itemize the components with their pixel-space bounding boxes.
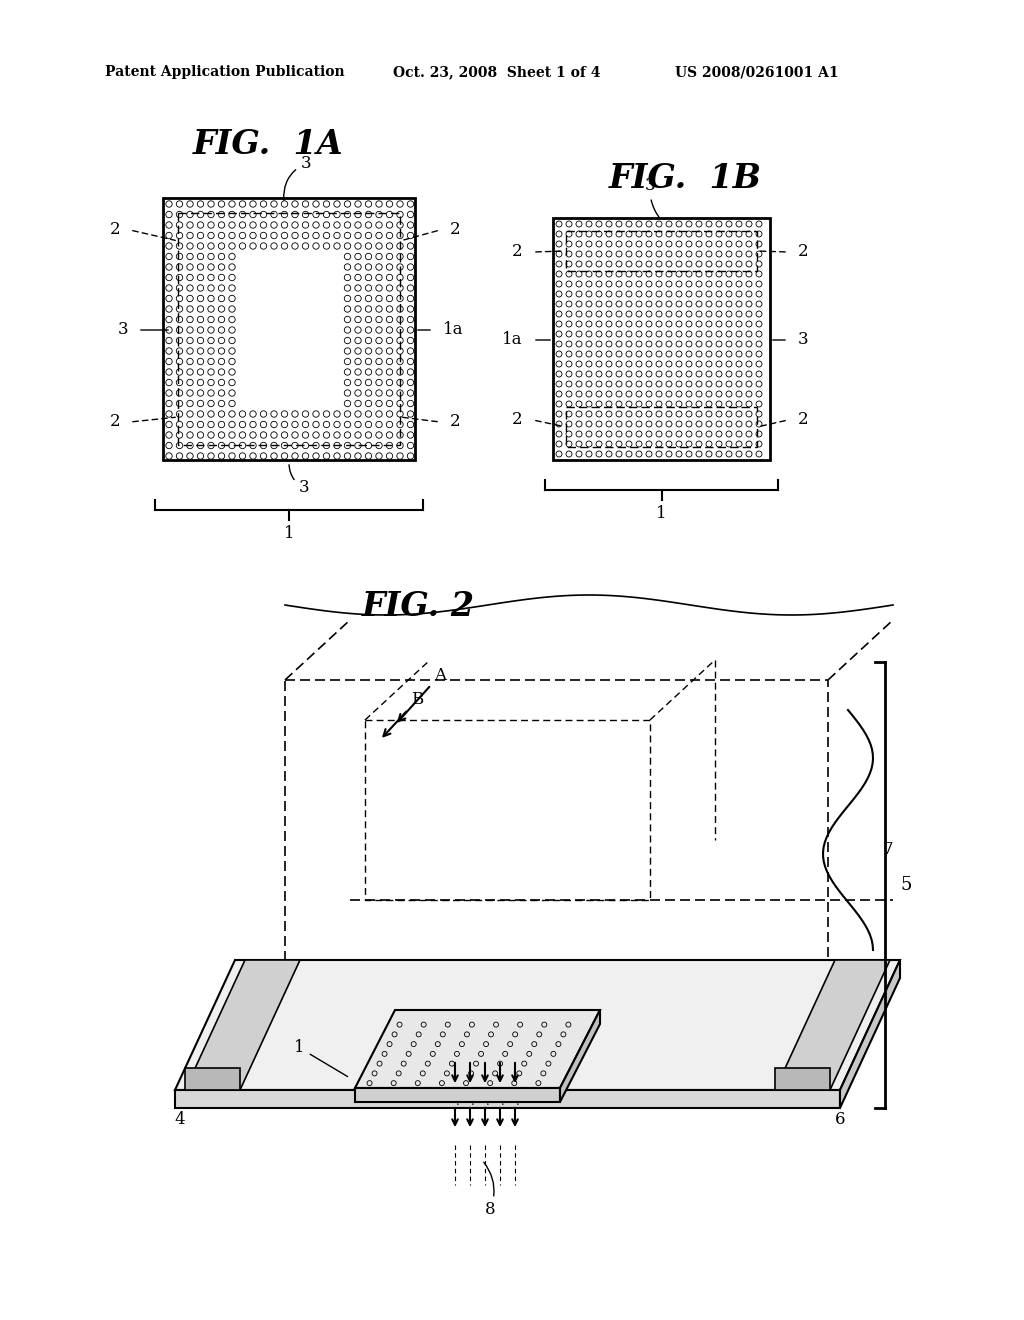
Text: Oct. 23, 2008  Sheet 1 of 4: Oct. 23, 2008 Sheet 1 of 4 — [393, 65, 600, 79]
Text: B: B — [383, 692, 423, 737]
Text: FIG.  1A: FIG. 1A — [193, 128, 343, 161]
Text: 3: 3 — [645, 177, 660, 219]
Bar — [365, 719, 650, 900]
Text: 3: 3 — [118, 322, 128, 338]
Text: 8: 8 — [483, 1162, 496, 1218]
Text: 2: 2 — [798, 412, 809, 429]
Text: 1: 1 — [294, 1040, 347, 1077]
Text: 2: 2 — [110, 222, 120, 239]
Text: 3: 3 — [284, 154, 311, 201]
Polygon shape — [775, 960, 890, 1090]
Polygon shape — [175, 960, 900, 1090]
Text: 2: 2 — [511, 243, 522, 260]
Bar — [163, 198, 415, 459]
Bar — [566, 231, 757, 271]
Text: 1a: 1a — [443, 322, 464, 338]
Text: 2: 2 — [110, 413, 120, 430]
Text: 3: 3 — [798, 331, 809, 348]
Bar — [566, 407, 757, 447]
Bar — [553, 218, 770, 459]
Text: 2: 2 — [450, 413, 461, 430]
Text: 1: 1 — [284, 524, 294, 541]
Polygon shape — [840, 960, 900, 1107]
Polygon shape — [175, 1090, 840, 1107]
Polygon shape — [185, 960, 300, 1090]
Text: 2: 2 — [450, 222, 461, 239]
Text: 6: 6 — [835, 1111, 846, 1129]
Polygon shape — [355, 1088, 560, 1102]
Text: 5: 5 — [900, 876, 911, 894]
Text: 7: 7 — [883, 842, 894, 858]
Text: 3: 3 — [289, 465, 309, 496]
Polygon shape — [355, 1010, 600, 1088]
Text: Patent Application Publication: Patent Application Publication — [105, 65, 345, 79]
Text: 1: 1 — [656, 504, 667, 521]
Polygon shape — [560, 1010, 600, 1102]
Text: FIG.  1B: FIG. 1B — [608, 162, 762, 195]
Polygon shape — [775, 1068, 830, 1090]
Bar — [178, 213, 400, 445]
Polygon shape — [185, 1068, 240, 1090]
Text: US 2008/0261001 A1: US 2008/0261001 A1 — [675, 65, 839, 79]
Text: FIG. 2: FIG. 2 — [361, 590, 474, 623]
Text: 2: 2 — [511, 412, 522, 429]
Text: 4: 4 — [175, 1111, 185, 1129]
Bar — [285, 680, 828, 960]
Text: A: A — [398, 667, 446, 721]
Text: 1a: 1a — [502, 331, 522, 348]
Text: 2: 2 — [798, 243, 809, 260]
